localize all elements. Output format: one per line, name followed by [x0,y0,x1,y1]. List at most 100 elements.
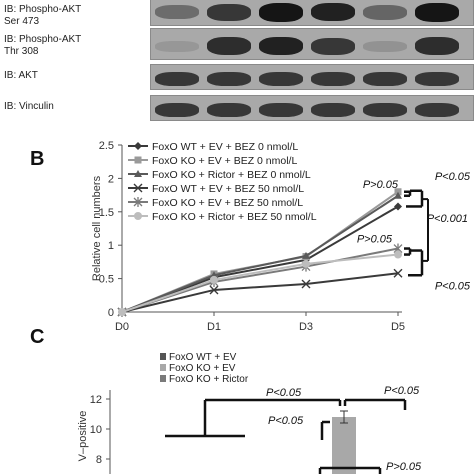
significance-brackets: P>0.05 P<0.05 P<0.001 P>0.05 P<0.05 [357,171,471,292]
p-value-annotation: P<0.001 [427,213,468,225]
blot-band [155,41,199,52]
panel-c-letter: C [30,326,45,348]
x-tick-label: D3 [299,321,313,333]
panel-b-line-chart: 0 0.5 1 1.5 2 2.5 D0 D1 D3 D5 Relative cell number… [91,140,471,333]
blot-band [415,103,459,117]
data-point [394,202,402,211]
blot-band [311,3,355,21]
y-tick-label: 1.5 [99,207,114,219]
y-tick-label: 12 [90,394,102,406]
blot-band [207,4,251,21]
legend-label: FoxO KO + EV [169,363,236,374]
blot-label-line2: Thr 308 [4,46,39,57]
legend-swatch [160,353,166,360]
blot-band [259,72,303,86]
x-tick-label: D0 [115,321,129,333]
series-line [121,253,399,313]
data-point [301,279,311,289]
blot-band [207,103,251,117]
y-tick-label: 2.5 [99,140,114,152]
data-point [118,308,126,316]
blot-band [311,38,355,55]
blot-label-line1: IB: AKT [4,70,38,81]
data-point [394,188,402,196]
legend: FoxO WT + EV + BEZ 0 nmol/L FoxO KO + EV … [128,141,317,223]
data-point [134,142,142,150]
y-tick-label: 1 [108,240,114,252]
legend-swatch [160,364,166,371]
data-point [394,250,402,259]
y-tick-label: 8 [96,454,102,466]
blot-label-line2: Ser 473 [4,16,40,27]
blot-band [259,3,303,22]
series-line [121,194,399,313]
p-value-annotation: P<0.05 [384,385,420,397]
p-value-annotation: P<0.05 [435,171,471,183]
p-value-annotation: P>0.05 [357,234,393,246]
blot-band [155,5,199,19]
panel-b-letter: B [30,148,45,170]
y-axis-label: V–positive [77,411,89,462]
blot-band [415,3,459,22]
blot-band [311,72,355,86]
series-line [121,272,399,313]
x-tick-label: D1 [207,321,221,333]
legend-label: FoxO KO + Rictor [169,374,249,385]
blot-band [207,72,251,86]
blot-strip [150,64,474,90]
series [117,268,403,317]
blot-band [415,37,459,55]
blot-band [311,103,355,117]
p-value-annotation: P>0.05 [386,461,422,473]
blot-band [363,5,407,20]
legend-label: FoxO WT + EV + BEZ 50 nmol/L [152,183,304,195]
blot-label: IB: AKT [4,70,38,82]
legend-label: FoxO WT + EV + BEZ 0 nmol/L [152,141,298,153]
legend-label: FoxO WT + EV [169,352,237,363]
blot-label-line1: IB: Phospho-AKT [4,34,82,45]
data-point [133,183,143,193]
legend-label: FoxO KO + EV + BEZ 50 nmol/L [152,197,303,209]
legend-label: FoxO KO + Rictor + BEZ 0 nmol/L [152,169,311,181]
data-point [393,268,403,278]
blot-band [155,72,199,86]
y-axis-label: Relative cell numbers [91,175,103,281]
blot-band [415,72,459,86]
data-point [394,191,402,199]
legend-label: FoxO KO + EV + BEZ 0 nmol/L [152,155,297,167]
y-tick-label: 2 [108,173,114,185]
data-point [134,212,142,220]
blot-band [363,103,407,117]
data-point [133,197,143,207]
legend-label: FoxO KO + Rictor + BEZ 50 nmol/L [152,211,317,223]
p-value-annotation: P<0.05 [435,280,471,292]
blot-label: IB: Vinculin [4,101,54,113]
blot-strip [150,0,474,26]
blot-band [363,41,407,52]
p-value-annotation: P>0.05 [363,179,399,191]
data-point [210,275,218,284]
data-point [302,259,310,268]
x-tick-label: D5 [391,321,405,333]
p-value-annotation: P<0.05 [266,387,302,399]
y-tick-label: 10 [90,424,102,436]
blot-label: IB: Phospho-AKT Thr 308 [4,34,81,58]
blot-strip [150,95,474,121]
blot-label-line1: IB: Phospho-AKT [4,4,82,15]
series [118,250,402,316]
blot-band [259,37,303,55]
data-point [302,251,310,259]
blot-band [207,37,251,55]
blot-band [363,72,407,86]
blot-label-line1: IB: Vinculin [4,101,54,112]
y-tick-label: 0 [108,307,114,319]
p-value-annotation: P<0.05 [268,415,304,427]
y-tick-label: 0.5 [99,274,114,286]
legend-swatch [160,375,166,382]
blot-strip [150,28,474,60]
data-point [134,156,142,164]
bar [332,417,356,474]
blot-label: IB: Phospho-AKT Ser 473 [4,4,81,28]
blot-band [259,103,303,117]
